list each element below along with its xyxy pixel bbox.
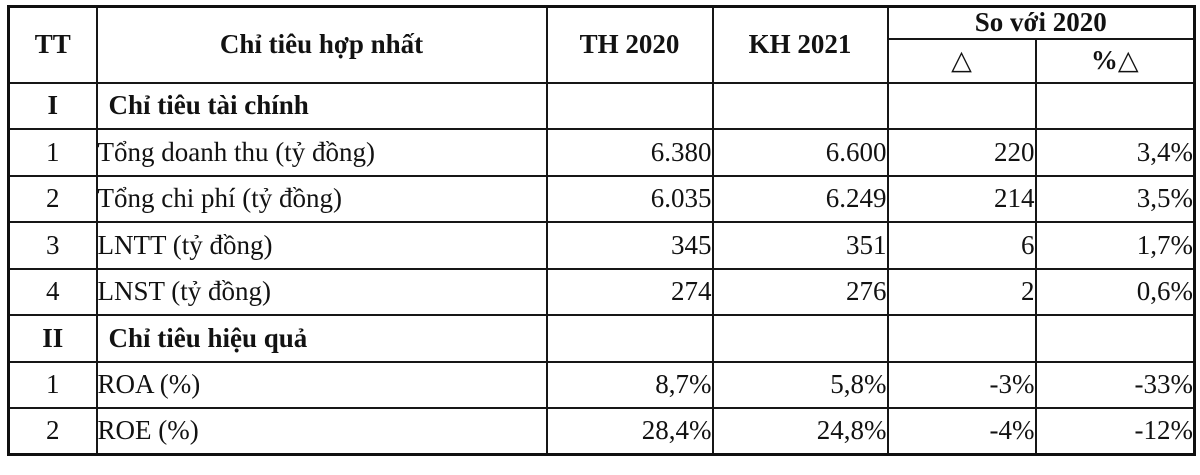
table-row: 2 ROE (%) 28,4% 24,8% -4% -12% <box>7 407 1196 456</box>
table-row: 1 ROA (%) 8,7% 5,8% -3% -33% <box>7 360 1196 410</box>
consolidated-targets-table: TT Chỉ tiêu hợp nhất TH 2020 KH 2021 So … <box>7 5 1196 457</box>
col-header-tt: TT <box>7 5 98 84</box>
cell-kh2021: 6.249 <box>711 174 889 224</box>
header-row-top: TT Chỉ tiêu hợp nhất TH 2020 KH 2021 So … <box>7 5 1196 84</box>
cell-indicator: Tổng chi phí (tỷ đồng) <box>95 174 548 224</box>
cell-indicator: LNTT (tỷ đồng) <box>95 221 548 270</box>
cell-th2020: 345 <box>545 221 714 270</box>
cell-tt: 3 <box>7 221 98 270</box>
section-row: I Chỉ tiêu tài chính <box>7 81 1196 131</box>
cell-kh2021 <box>711 81 889 131</box>
col-header-indicator: Chỉ tiêu hợp nhất <box>95 5 548 84</box>
cell-indicator: ROA (%) <box>95 360 548 410</box>
cell-pct-delta: -33% <box>1034 360 1196 410</box>
cell-delta: 214 <box>886 174 1037 224</box>
cell-indicator: Chỉ tiêu hiệu quả <box>95 314 548 363</box>
cell-th2020 <box>545 81 714 131</box>
cell-indicator: LNST (tỷ đồng) <box>95 267 548 317</box>
cell-indicator: Tổng doanh thu (tỷ đồng) <box>95 128 548 177</box>
cell-tt: II <box>7 314 98 363</box>
cell-delta: 2 <box>886 267 1037 317</box>
cell-tt: 2 <box>7 174 98 224</box>
cell-kh2021: 276 <box>711 267 889 317</box>
cell-indicator: Chỉ tiêu tài chính <box>95 81 548 131</box>
cell-th2020: 8,7% <box>545 360 714 410</box>
col-header-th2020: TH 2020 <box>545 5 714 84</box>
cell-th2020: 28,4% <box>545 407 714 456</box>
cell-delta: 6 <box>886 221 1037 270</box>
cell-delta: -3% <box>886 360 1037 410</box>
cell-kh2021: 5,8% <box>711 360 889 410</box>
col-header-compare-2020: So với 2020 <box>886 5 1196 40</box>
cell-pct-delta: -12% <box>1034 407 1196 456</box>
table-header: TT Chỉ tiêu hợp nhất TH 2020 KH 2021 So … <box>7 5 1196 84</box>
cell-indicator: ROE (%) <box>95 407 548 456</box>
col-header-pct-delta: %△ <box>1034 37 1196 84</box>
cell-th2020 <box>545 314 714 363</box>
cell-kh2021: 351 <box>711 221 889 270</box>
cell-tt: 1 <box>7 360 98 410</box>
table-row: 1 Tổng doanh thu (tỷ đồng) 6.380 6.600 2… <box>7 128 1196 177</box>
cell-delta <box>886 314 1037 363</box>
cell-th2020: 274 <box>545 267 714 317</box>
cell-pct-delta: 0,6% <box>1034 267 1196 317</box>
cell-delta <box>886 81 1037 131</box>
table-row: 3 LNTT (tỷ đồng) 345 351 6 1,7% <box>7 221 1196 270</box>
col-header-delta: △ <box>886 37 1037 84</box>
cell-pct-delta <box>1034 314 1196 363</box>
section-row: II Chỉ tiêu hiệu quả <box>7 314 1196 363</box>
cell-th2020: 6.035 <box>545 174 714 224</box>
header-row-sub: △ %△ <box>9 37 1196 84</box>
table-body: I Chỉ tiêu tài chính 1 Tổng doanh thu (t… <box>7 81 1196 456</box>
cell-pct-delta: 1,7% <box>1034 221 1196 270</box>
cell-tt: 2 <box>7 407 98 456</box>
cell-kh2021 <box>711 314 889 363</box>
col-header-kh2021: KH 2021 <box>711 5 889 84</box>
cell-pct-delta: 3,5% <box>1034 174 1196 224</box>
cell-kh2021: 6.600 <box>711 128 889 177</box>
cell-pct-delta <box>1034 81 1196 131</box>
table-row: 4 LNST (tỷ đồng) 274 276 2 0,6% <box>7 267 1196 317</box>
cell-pct-delta: 3,4% <box>1034 128 1196 177</box>
cell-kh2021: 24,8% <box>711 407 889 456</box>
cell-tt: 1 <box>7 128 98 177</box>
cell-tt: 4 <box>7 267 98 317</box>
cell-delta: -4% <box>886 407 1037 456</box>
cell-tt: I <box>7 81 98 131</box>
table-row: 2 Tổng chi phí (tỷ đồng) 6.035 6.249 214… <box>7 174 1196 224</box>
cell-delta: 220 <box>886 128 1037 177</box>
cell-th2020: 6.380 <box>545 128 714 177</box>
